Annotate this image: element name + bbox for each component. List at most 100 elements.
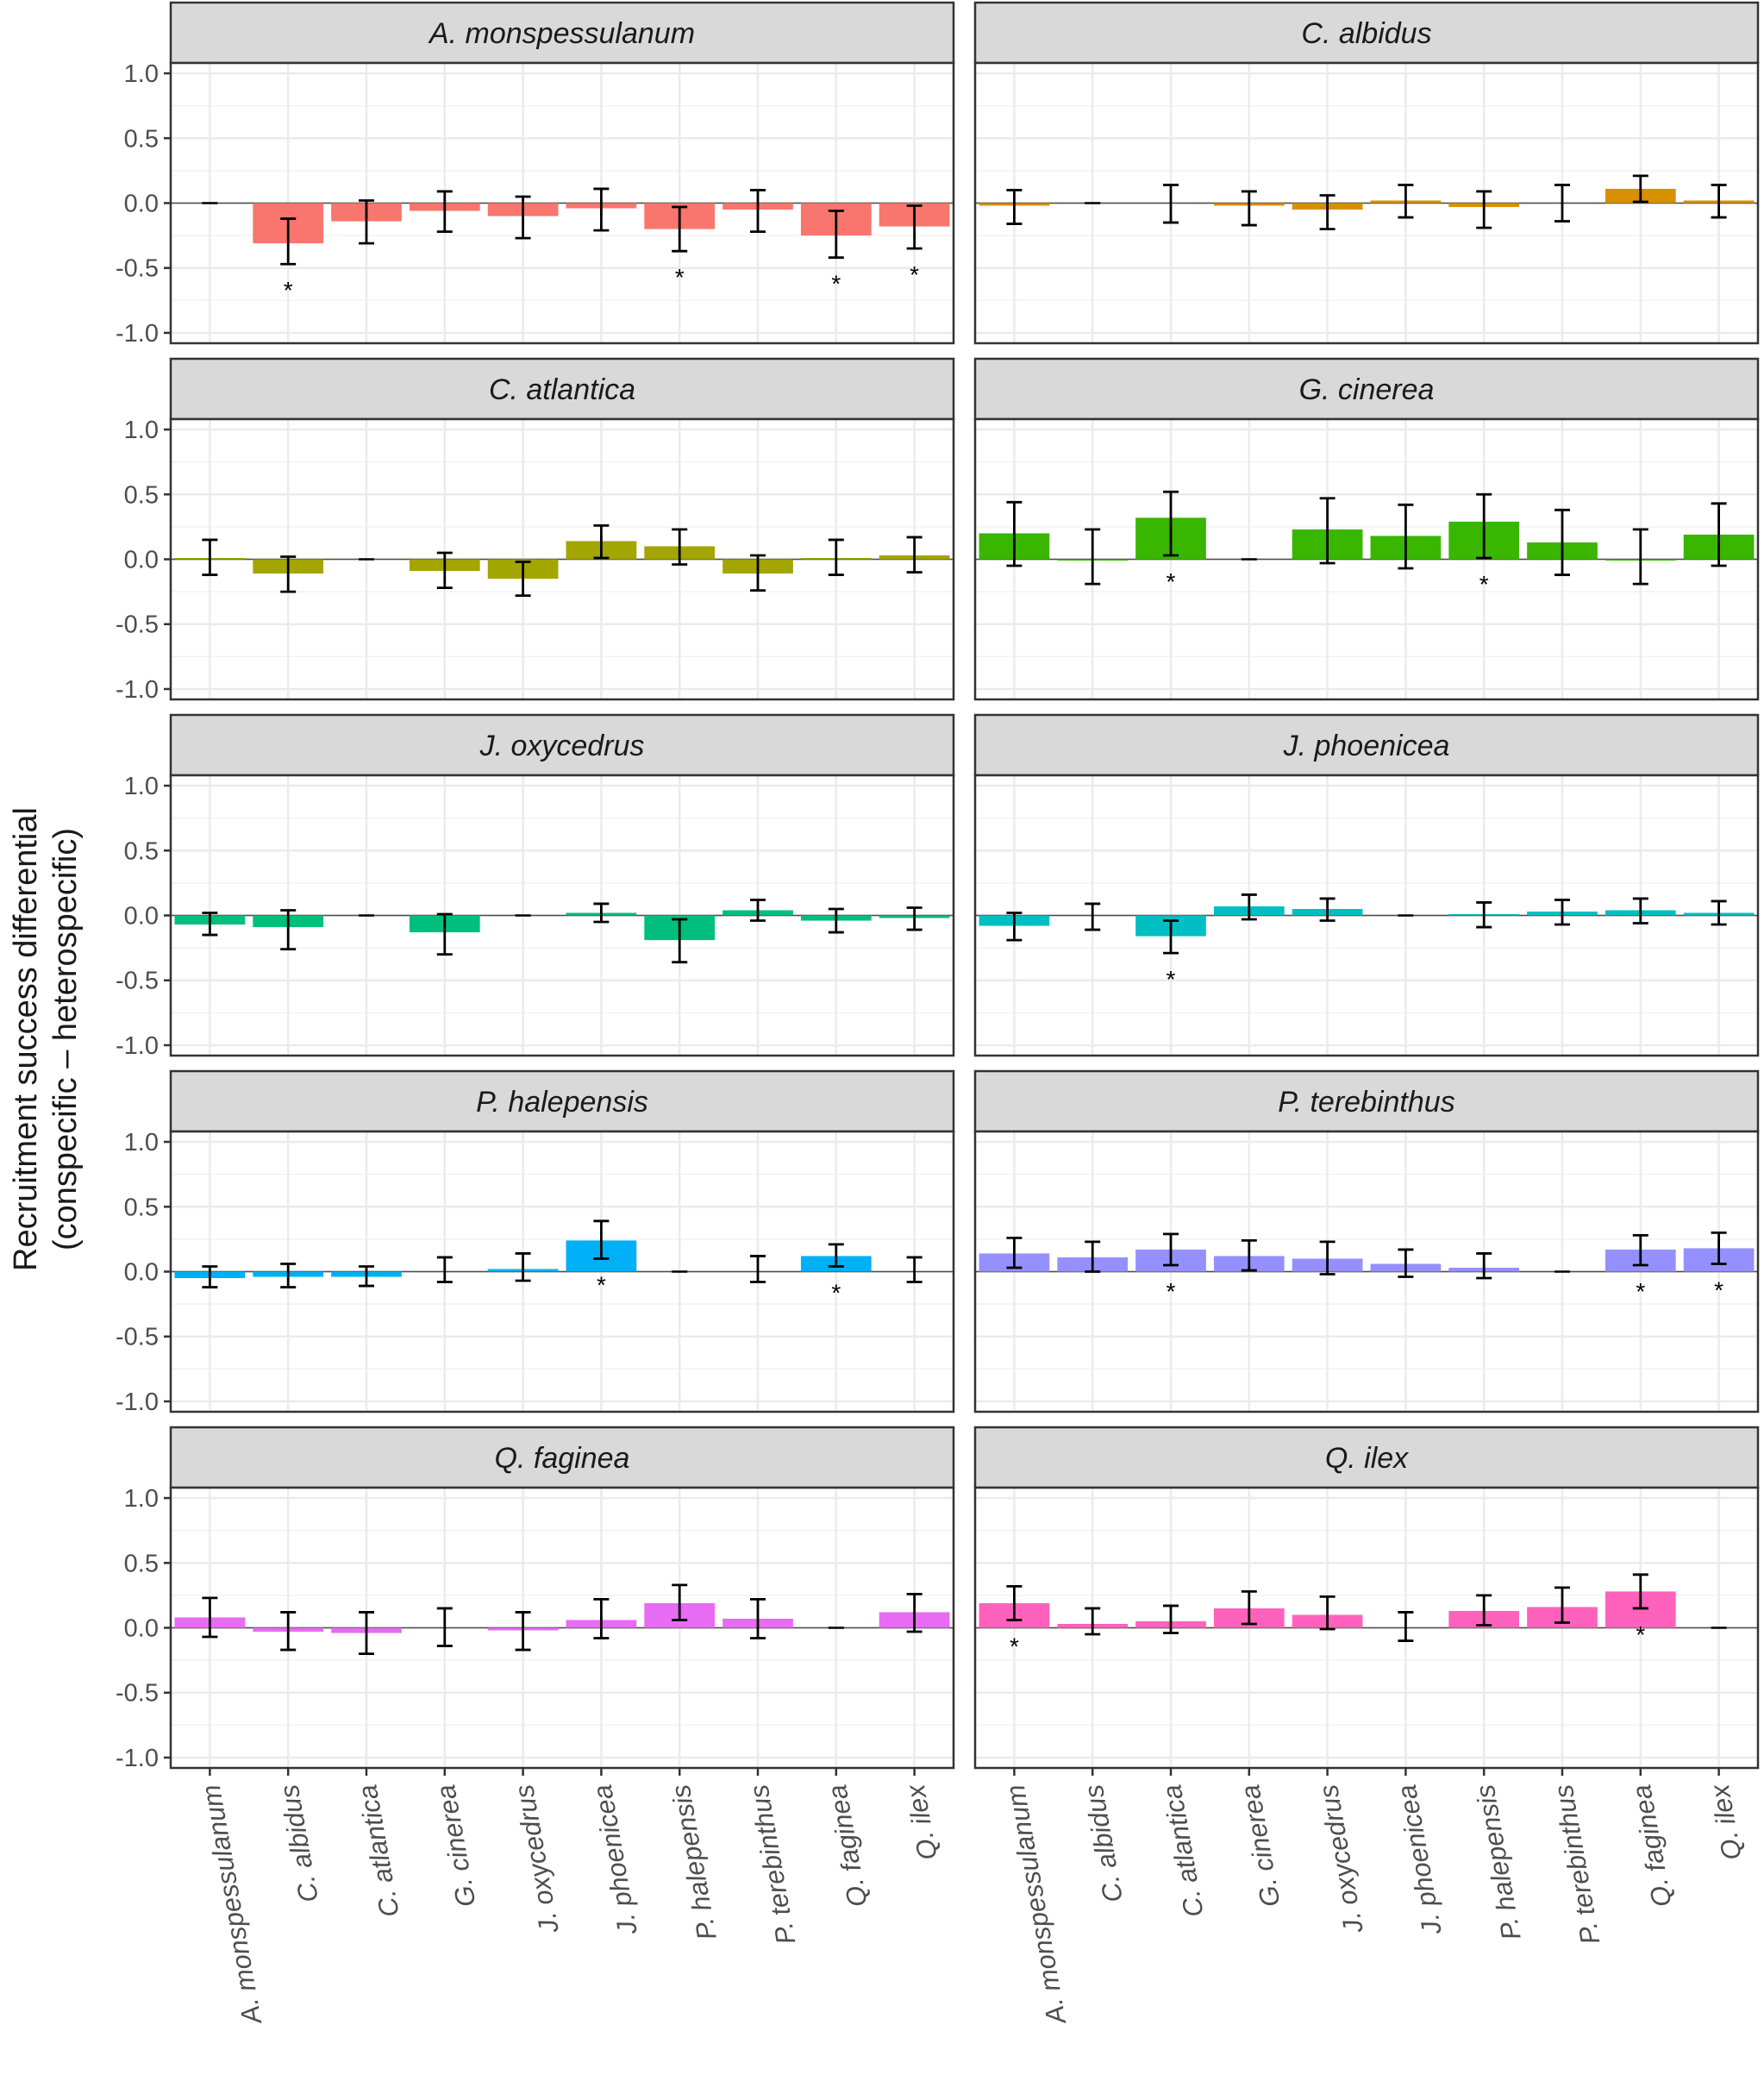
error-bar-a-monspessulanum [202,1265,218,1288]
y-axis-title-line-2: (conspecific – heterospecific) [47,828,84,1250]
error-bar-g-cinerea [436,190,453,234]
panel-a-monspessulanum: A. monspessulanum * * * * 1.0 0.5 0.0 -0.5 -1.0 [116,1,955,348]
error-bar-c-albidus [1085,1240,1101,1273]
x-tick-label-q-faginea: Q. faginea [1626,1783,1677,1909]
panel-title: J. oxycedrus [479,730,645,762]
significance-marker: * [831,1279,841,1306]
panel-g-cinerea: G. cinerea * * [973,357,1760,701]
panel-strip [169,1069,955,1133]
error-bar-g-cinerea [1241,190,1257,227]
panel-strip [973,713,1760,777]
panel-q-ilex: Q. ilex * * [973,1426,1760,1770]
panel-c-atlantica: C. atlantica 1.0 0.5 0.0 -0.5 -1.0 [116,357,955,704]
error-bar-j-phoenicea [1398,1248,1414,1278]
error-bar-j-oxycedrus [1319,1595,1336,1631]
error-bar-c-atlantica [1163,1604,1179,1634]
error-bar-p-halepensis [672,1583,688,1621]
y-tick-label: 0.0 [124,903,159,931]
error-bar-j-oxycedrus [515,1611,531,1652]
error-bar-q-ilex [1711,1231,1727,1265]
y-tick-label: -0.5 [116,1680,159,1708]
x-axis-right: A. monspessulanum C. albidus C. atlantica G… [1000,1768,1748,2028]
y-tick-label: 1.0 [124,1129,159,1156]
error-bar-j-oxycedrus [515,561,531,598]
error-bar-p-terebinthus [750,189,766,234]
x-tick-label-q-ilex: Q. ilex [1705,1781,1748,1862]
x-tick-label-c-albidus: C. albidus [274,1783,324,1905]
error-bar-p-halepensis [1476,492,1492,560]
error-bar-g-cinerea [436,551,453,590]
error-bar-j-phoenicea [593,523,610,560]
x-axes: A. monspessulanum C. albidus C. atlantica G… [196,1768,1748,2028]
significance-marker: * [831,271,841,298]
error-bar-c-albidus [1085,528,1101,586]
x-tick-label-j-oxycedrus: J. oxycedrus [509,1783,565,1936]
error-bar-a-monspessulanum [1006,500,1023,567]
x-tick-label-c-atlantica: C. atlantica [352,1783,404,1920]
error-bar-a-monspessulanum [1006,189,1023,225]
error-bar-q-faginea [828,1243,844,1268]
error-bar-q-ilex [906,536,923,574]
x-tick-label-c-atlantica: C. atlantica [1156,1783,1209,1920]
error-bar-j-oxycedrus [1319,497,1336,565]
error-bar-q-faginea [828,538,844,576]
error-bar-q-ilex [1711,502,1727,567]
error-bar-j-oxycedrus [515,195,531,240]
significance-marker: * [1167,966,1176,993]
error-bar-j-oxycedrus [1319,897,1336,922]
panel-strip [973,1069,1760,1133]
x-tick-label-a-monspessulanum: A. monspessulanum [1000,1783,1073,2028]
significance-marker: * [1167,1278,1176,1305]
error-bar-q-faginea [828,907,844,934]
y-tick-label: -0.5 [116,255,159,283]
x-tick-label-p-terebinthus: P. terebinthus [743,1783,801,1947]
error-bar-q-faginea [828,210,844,260]
x-tick-label-c-albidus: C. albidus [1079,1783,1129,1905]
panel-title: Q. faginea [495,1442,630,1475]
y-axis-title-line-1: Recruitment success differential [8,807,44,1271]
error-bar-c-atlantica [1163,919,1179,955]
error-bar-p-terebinthus [750,1255,766,1283]
y-tick-label: -0.5 [116,1324,159,1351]
error-bar-c-albidus [280,217,297,266]
error-bar-j-phoenicea [1398,503,1414,570]
panel-border [973,61,1760,345]
y-tick-label: -1.0 [116,1745,159,1772]
significance-marker: * [1010,1633,1019,1659]
significance-marker: * [910,261,919,288]
error-bar-p-halepensis [1476,1594,1492,1627]
panel-q-faginea: Q. faginea 1.0 0.5 0.0 -0.5 -1.0 [116,1426,955,1772]
error-bar-j-phoenicea [1398,1611,1414,1642]
y-tick-label: 0.5 [124,125,159,153]
x-tick-label-p-terebinthus: P. terebinthus [1548,1783,1605,1947]
error-bar-j-phoenicea [593,1219,610,1260]
error-bar-c-atlantica [359,1611,374,1655]
error-bar-j-phoenicea [593,187,610,232]
error-bar-g-cinerea [1241,1589,1257,1626]
y-axis-title: Recruitment success differential (conspe… [8,807,84,1271]
error-bar-a-monspessulanum [1006,912,1023,942]
y-tick-label: 0.0 [124,547,159,574]
panel-border [973,417,1760,701]
significance-marker: * [1714,1276,1723,1303]
panel-title: C. albidus [1301,17,1431,50]
y-tick-label: 0.5 [124,1550,159,1577]
x-tick-label-g-cinerea: G. cinerea [430,1783,481,1909]
error-bar-j-oxycedrus [1319,1240,1336,1276]
y-tick-label: 0.0 [124,1259,159,1287]
y-tick-label: 1.0 [124,417,159,444]
x-tick-label-a-monspessulanum: A. monspessulanum [196,1783,268,2028]
error-bar-a-monspessulanum [202,538,218,576]
error-bar-c-albidus [280,555,297,593]
panel-title: J. phoenicea [1283,730,1450,762]
error-bar-a-monspessulanum [202,912,218,937]
y-tick-label: 0.5 [124,1194,159,1221]
x-tick-label-j-phoenicea: J. phoenicea [1392,1783,1448,1938]
significance-marker: * [1636,1621,1645,1648]
y-tick-label: -0.5 [116,968,159,995]
error-bar-q-faginea [1632,1573,1648,1610]
panel-title: G. cinerea [1299,373,1435,406]
error-bar-c-atlantica [1163,490,1179,557]
x-tick-label-g-cinerea: G. cinerea [1235,1783,1285,1909]
